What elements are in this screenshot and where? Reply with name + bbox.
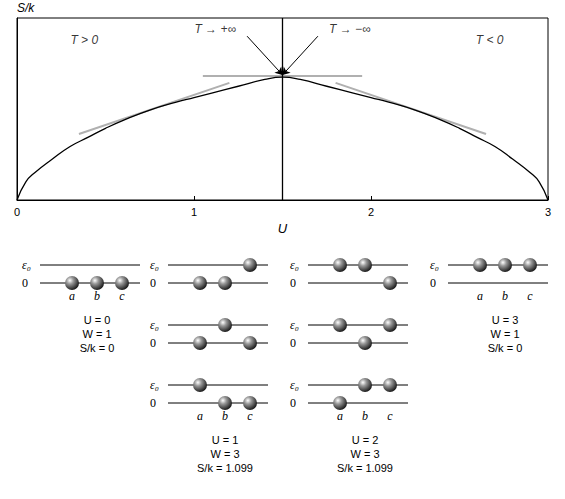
svg-text:T → −∞: T → −∞ (329, 22, 371, 36)
svg-text:S/k = 1.099: S/k = 1.099 (337, 462, 393, 474)
svg-text:T < 0: T < 0 (476, 33, 504, 47)
svg-text:a: a (477, 289, 483, 303)
svg-text:W = 3: W = 3 (350, 448, 379, 460)
svg-text:T → +∞: T → +∞ (194, 22, 236, 36)
svg-text:b: b (222, 409, 228, 423)
svg-text:T > 0: T > 0 (70, 33, 98, 47)
svg-text:b: b (362, 409, 368, 423)
svg-text:S/k: S/k (17, 1, 35, 15)
svg-text:W = 1: W = 1 (82, 328, 111, 340)
svg-text:0: 0 (150, 396, 156, 410)
svg-text:ε₀: ε₀ (22, 258, 31, 272)
svg-text:a: a (337, 409, 343, 423)
svg-text:c: c (527, 289, 533, 303)
svg-text:0: 0 (150, 336, 156, 350)
svg-text:c: c (119, 289, 125, 303)
svg-text:0: 0 (290, 336, 296, 350)
svg-text:ε₀: ε₀ (290, 318, 299, 332)
svg-text:0: 0 (430, 276, 436, 290)
svg-text:ε₀: ε₀ (150, 318, 159, 332)
svg-text:2: 2 (368, 206, 374, 218)
svg-text:c: c (387, 409, 393, 423)
svg-text:S/k = 1.099: S/k = 1.099 (197, 462, 253, 474)
svg-text:ε₀: ε₀ (150, 258, 159, 272)
svg-text:0: 0 (14, 206, 20, 218)
svg-text:U = 0: U = 0 (84, 314, 111, 326)
svg-text:a: a (197, 409, 203, 423)
svg-text:c: c (247, 409, 253, 423)
svg-text:0: 0 (290, 276, 296, 290)
svg-text:ε₀: ε₀ (290, 378, 299, 392)
svg-text:U = 2: U = 2 (352, 434, 379, 446)
svg-text:U = 3: U = 3 (492, 314, 519, 326)
svg-text:b: b (502, 289, 508, 303)
svg-text:b: b (94, 289, 100, 303)
svg-text:W = 1: W = 1 (490, 328, 519, 340)
svg-text:W = 3: W = 3 (210, 448, 239, 460)
svg-text:S/k = 0: S/k = 0 (488, 342, 523, 354)
svg-text:ε₀: ε₀ (430, 258, 439, 272)
svg-text:3: 3 (545, 206, 551, 218)
svg-text:ε₀: ε₀ (150, 378, 159, 392)
svg-text:0: 0 (150, 276, 156, 290)
svg-text:U: U (278, 221, 288, 236)
svg-text:ε₀: ε₀ (290, 258, 299, 272)
svg-text:0: 0 (22, 276, 28, 290)
svg-text:1: 1 (191, 206, 197, 218)
svg-text:U = 1: U = 1 (212, 434, 239, 446)
svg-text:a: a (69, 289, 75, 303)
svg-text:S/k = 0: S/k = 0 (80, 342, 115, 354)
svg-text:0: 0 (290, 396, 296, 410)
